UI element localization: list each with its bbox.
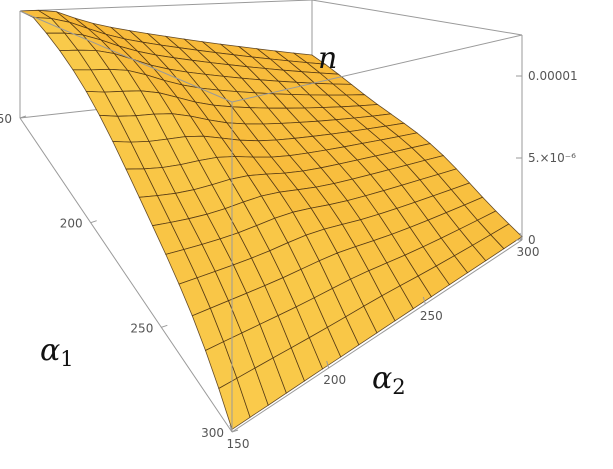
y-axis-label: α2 (372, 361, 406, 399)
surface-mesh (19, 9, 523, 431)
x-tick-label: 200 (60, 217, 83, 231)
y-tick-mark (422, 296, 426, 305)
z-axis-label: n (318, 41, 337, 76)
box-edge (311, 0, 523, 36)
z-tick-label: 5.×10⁻⁶ (528, 151, 576, 165)
y-tick-mark (519, 232, 523, 241)
box-edge (231, 34, 523, 103)
x-tick-mark (161, 324, 168, 328)
x-tick-mark (90, 220, 97, 224)
x-tick-label: 150 (0, 112, 12, 126)
z-tick-label: 0.00001 (528, 69, 578, 83)
y-tick-mark (326, 360, 330, 369)
y-tick-mark (229, 424, 233, 433)
bounding-box-front (19, 10, 523, 433)
box-edge (231, 239, 523, 433)
x-tick-mark (231, 429, 239, 433)
box-edge (19, 0, 313, 12)
y-tick-label: 250 (420, 309, 443, 323)
y-tick-label: 200 (323, 373, 346, 387)
axis-ticks: 15020025030015020025030005.×10⁻⁶0.00001 (0, 69, 578, 451)
surface-patch (490, 223, 523, 250)
box-edge (19, 117, 233, 433)
x-tick-label: 250 (130, 321, 153, 335)
x-tick-mark (19, 115, 27, 119)
y-tick-label: 300 (517, 245, 540, 259)
y-tick-label: 150 (227, 437, 250, 451)
box-edge (19, 10, 233, 103)
x-tick-label: 300 (201, 426, 224, 440)
z-tick-label: 0 (528, 233, 536, 247)
x-axis-label: α1 (40, 333, 74, 371)
